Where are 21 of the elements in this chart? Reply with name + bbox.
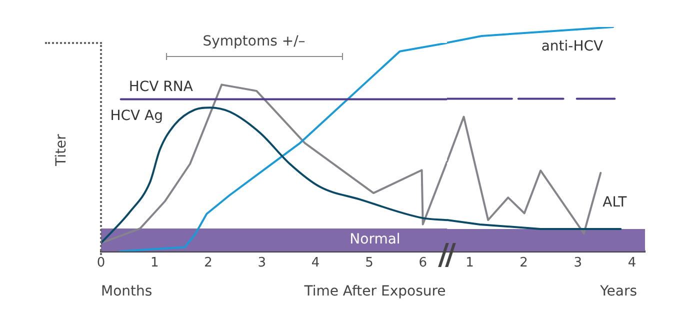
x-tick-label: 1 xyxy=(150,256,159,271)
x-tick-label: 5 xyxy=(365,256,374,271)
annotation: Symptoms +/– xyxy=(202,34,306,50)
x-tick-label: 0 xyxy=(96,256,106,271)
x-tick-label: 4 xyxy=(628,256,636,271)
y-axis-title: Titer xyxy=(54,134,70,167)
series-label: HCV Ag xyxy=(110,108,164,124)
series-label: HCV RNA xyxy=(128,78,194,95)
text: Years xyxy=(599,284,637,300)
x-axis-title: Time After Exposure xyxy=(303,284,446,300)
x-tick-label: 3 xyxy=(574,256,582,271)
x-tick-label: 2 xyxy=(204,256,212,271)
series-label: anti-HCV xyxy=(541,38,604,55)
x-tick-label: 2 xyxy=(520,256,528,271)
x-tick-label: 3 xyxy=(258,256,266,271)
x-tick-label: 4 xyxy=(311,256,320,271)
text: Months xyxy=(101,284,152,300)
series-label: ALT xyxy=(602,194,628,210)
x-tick-label: 6 xyxy=(418,256,427,271)
x-tick-label: 1 xyxy=(466,256,474,271)
band-label: Normal xyxy=(350,232,400,248)
